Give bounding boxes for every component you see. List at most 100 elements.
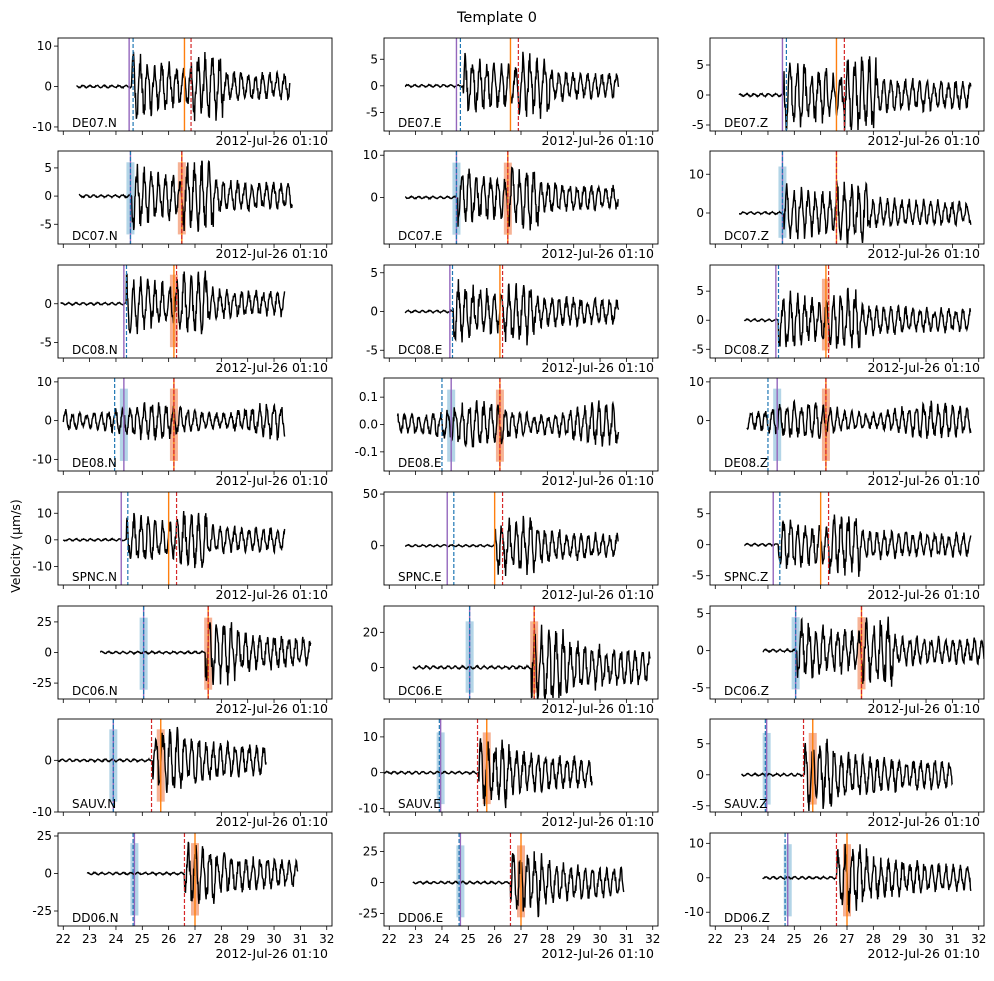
x-tick-label: 27 [513,932,528,946]
date-annotation: 2012-Jul-26 01:10 [867,587,980,602]
panel-de08-e: 0.1 0.0 -0.1 DE08.E 2012-Jul-26 01:10 [355,377,659,488]
panel-sauv-n: 0 -10 SAUV.N 2012-Jul-26 01:10 [32,718,333,829]
x-tick-label: 27 [187,932,202,946]
panel-spnc-z: 5 0 -5 SPNC.Z 2012-Jul-26 01:10 [692,491,985,602]
date-annotation: 2012-Jul-26 01:10 [541,133,654,148]
panel-dc07-e: 10 0 DC07.E 2012-Jul-26 01:10 [363,148,659,261]
waveform-trace [405,166,619,231]
x-tick-label: 22 [56,932,71,946]
y-tick-label: 50 [363,487,378,501]
station-label: DC06.N [72,684,118,698]
date-annotation: 2012-Jul-26 01:10 [541,946,654,961]
station-label: DE08.E [398,456,442,470]
panel-dc06-n: 25 0 -25 DC06.N 2012-Jul-26 01:10 [32,605,333,716]
date-annotation: 2012-Jul-26 01:10 [867,946,980,961]
waveform-trace [396,400,620,448]
y-tick-label: 25 [37,829,52,843]
station-label: DD06.Z [724,911,770,925]
station-label: SPNC.N [72,570,117,584]
date-annotation: 2012-Jul-26 01:10 [215,587,328,602]
date-annotation: 2012-Jul-26 01:10 [867,246,980,261]
x-tick-label: 32 [971,932,986,946]
y-tick-label: 0 [696,88,704,102]
waveform-trace [60,270,286,335]
station-label: DC07.N [72,229,118,243]
y-tick-label: 0 [370,191,378,205]
waveform-trace [58,726,267,793]
figure-title: Template 0 [456,10,537,26]
date-annotation: 2012-Jul-26 01:10 [215,246,328,261]
y-tick-label: 10 [37,39,52,53]
y-tick-label: 5 [696,507,704,521]
y-tick-label: 0 [44,80,52,94]
date-annotation: 2012-Jul-26 01:10 [867,133,980,148]
station-label: DC07.Z [724,229,769,243]
station-label: SAUV.E [398,797,441,811]
y-tick-label: -5 [40,336,52,350]
panel-de07-z: 5 0 -5 DE07.Z 2012-Jul-26 01:10 [692,37,985,148]
date-annotation: 2012-Jul-26 01:10 [215,946,328,961]
x-tick-label: 32 [319,932,334,946]
station-label: DC08.Z [724,343,769,357]
panel-dc08-e: 5 0 -5 DC08.E 2012-Jul-26 01:10 [366,264,659,375]
x-tick-label: 23 [734,932,749,946]
y-tick-label: 25 [37,615,52,629]
y-tick-label: 0 [696,538,704,552]
y-tick-label: 25 [363,845,378,859]
x-tick-label: 23 [82,932,97,946]
y-tick-label: 0 [370,876,378,890]
station-label: DC07.E [398,229,442,243]
panel-dc06-e: 20 0 DC06.E 2012-Jul-26 01:10 [363,605,659,716]
panel-spnc-n: 10 0 -10 SPNC.N 2012-Jul-26 01:10 [32,491,333,602]
y-tick-label: -10 [32,120,52,134]
date-annotation: 2012-Jul-26 01:10 [215,360,328,375]
station-label: DC06.Z [724,684,769,698]
date-annotation: 2012-Jul-26 01:10 [541,587,654,602]
y-tick-label: 0 [44,867,52,881]
y-tick-label: -5 [692,569,704,583]
waveform-trace [741,738,954,812]
waveform-trace [746,398,972,439]
y-tick-label: -5 [40,217,52,231]
y-tick-label: 5 [696,737,704,751]
panel-dc08-z: 5 0 -5 DC08.Z 2012-Jul-26 01:10 [692,264,985,375]
y-tick-label: -5 [692,342,704,356]
x-tick-label: 25 [461,932,476,946]
y-tick-label: -10 [32,559,52,573]
y-tick-label: 5 [370,266,378,280]
x-tick-label: 28 [214,932,229,946]
x-tick-label: 24 [108,932,123,946]
y-tick-label: 0.1 [359,390,378,404]
panel-dc07-n: 5 0 -5 DC07.N 2012-Jul-26 01:10 [40,150,333,261]
y-tick-label: 10 [689,836,704,850]
date-annotation: 2012-Jul-26 01:10 [541,246,654,261]
waveform-trace [404,515,619,577]
y-tick-label: -25 [32,676,52,690]
y-tick-label: -5 [366,105,378,119]
panel-spnc-e: 50 0 SPNC.E 2012-Jul-26 01:10 [363,487,659,602]
y-tick-label: -25 [32,904,52,918]
y-tick-label: 0 [44,414,52,428]
station-label: DD06.N [72,911,119,925]
x-tick-label: 26 [161,932,176,946]
panel-de07-n: 10 0 -10 DE07.N 2012-Jul-26 01:10 [32,37,333,148]
station-label: SAUV.Z [724,797,768,811]
station-label: DE07.N [72,116,117,130]
y-tick-label: 0.0 [359,418,378,432]
y-tick-label: -0.1 [355,445,378,459]
date-annotation: 2012-Jul-26 01:10 [215,701,328,716]
y-tick-label: 0 [370,766,378,780]
x-tick-label: 24 [760,932,775,946]
waveform-trace [404,279,620,346]
y-tick-label: 10 [689,167,704,181]
x-tick-label: 28 [866,932,881,946]
x-tick-label: 22 [708,932,723,946]
y-tick-label: 5 [44,161,52,175]
x-tick-label: 32 [645,932,660,946]
y-tick-label: -10 [32,805,52,819]
waveform-trace [744,514,972,577]
waveform-trace [99,622,312,686]
x-tick-label: 25 [787,932,802,946]
x-tick-label: 30 [918,932,933,946]
